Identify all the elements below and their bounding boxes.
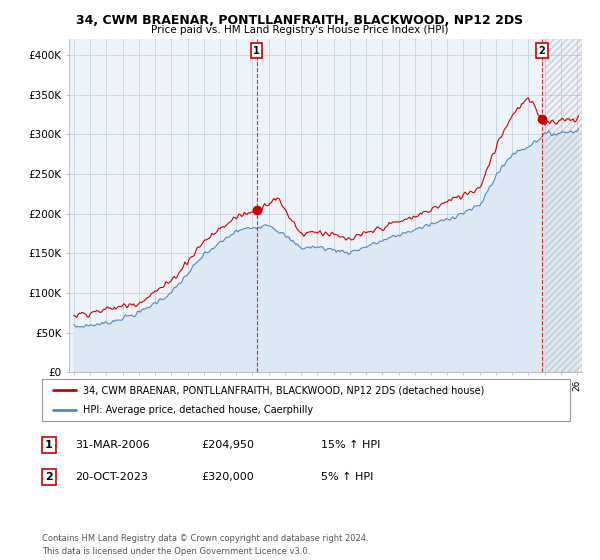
Text: 2: 2 [539,46,545,56]
Text: Contains HM Land Registry data © Crown copyright and database right 2024.
This d: Contains HM Land Registry data © Crown c… [42,534,368,556]
Text: 34, CWM BRAENAR, PONTLLANFRAITH, BLACKWOOD, NP12 2DS: 34, CWM BRAENAR, PONTLLANFRAITH, BLACKWO… [76,14,524,27]
Text: 1: 1 [45,440,53,450]
Text: 1: 1 [253,46,260,56]
Text: £320,000: £320,000 [201,472,254,482]
Text: £204,950: £204,950 [201,440,254,450]
Text: 31-MAR-2006: 31-MAR-2006 [75,440,149,450]
Text: 2: 2 [45,472,53,482]
Text: 20-OCT-2023: 20-OCT-2023 [75,472,148,482]
Text: Price paid vs. HM Land Registry's House Price Index (HPI): Price paid vs. HM Land Registry's House … [151,25,449,35]
Text: 5% ↑ HPI: 5% ↑ HPI [321,472,373,482]
Text: 34, CWM BRAENAR, PONTLLANFRAITH, BLACKWOOD, NP12 2DS (detached house): 34, CWM BRAENAR, PONTLLANFRAITH, BLACKWO… [83,385,485,395]
Text: 15% ↑ HPI: 15% ↑ HPI [321,440,380,450]
Text: HPI: Average price, detached house, Caerphilly: HPI: Average price, detached house, Caer… [83,405,313,414]
